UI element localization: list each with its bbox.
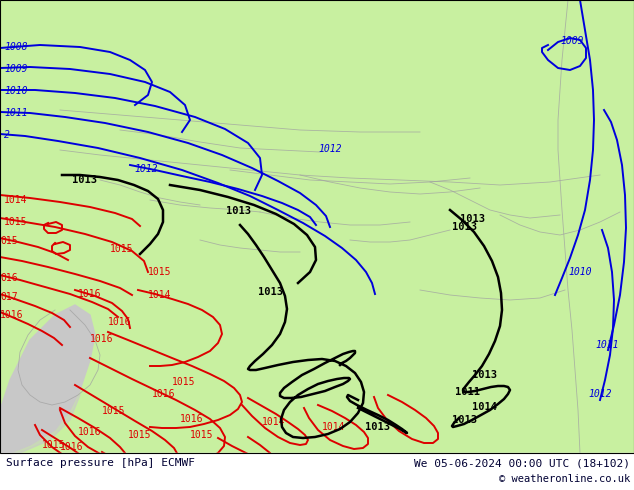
Text: 1013: 1013: [452, 415, 477, 425]
Text: 015: 015: [0, 236, 18, 246]
Polygon shape: [0, 305, 95, 453]
Text: 1014: 1014: [322, 422, 346, 432]
Text: 1015: 1015: [42, 440, 65, 450]
Text: 1016: 1016: [180, 414, 204, 424]
Text: 1009: 1009: [560, 36, 583, 46]
Text: 1016: 1016: [108, 317, 131, 327]
Polygon shape: [0, 375, 80, 453]
Text: 1011: 1011: [4, 108, 27, 118]
Text: 1016: 1016: [0, 310, 23, 320]
Text: 1008: 1008: [4, 42, 27, 52]
Text: 1010: 1010: [4, 86, 27, 96]
Text: 1015: 1015: [110, 244, 134, 254]
Text: 1016: 1016: [78, 427, 101, 437]
Text: 1015: 1015: [172, 377, 195, 387]
Text: 1016: 1016: [78, 289, 101, 299]
Text: 1013: 1013: [365, 422, 390, 432]
Text: 1015: 1015: [148, 267, 172, 277]
Text: We 05-06-2024 00:00 UTC (18+102): We 05-06-2024 00:00 UTC (18+102): [414, 458, 630, 468]
Text: 1015: 1015: [102, 406, 126, 416]
Text: 1009: 1009: [4, 64, 27, 74]
Text: 1013: 1013: [226, 206, 251, 216]
Text: 1014: 1014: [472, 402, 497, 412]
Text: 017: 017: [0, 292, 18, 302]
Text: 1011: 1011: [595, 340, 619, 350]
Text: 1010: 1010: [568, 267, 592, 277]
Text: 1013: 1013: [72, 175, 97, 185]
Text: 1013: 1013: [258, 287, 283, 297]
Bar: [0, 453, 634, 490]
Text: 2: 2: [4, 130, 10, 140]
Text: Surface pressure [hPa] ECMWF: Surface pressure [hPa] ECMWF: [6, 458, 195, 468]
Text: 1012: 1012: [134, 164, 157, 174]
Text: 1015: 1015: [4, 217, 27, 227]
Text: 1014: 1014: [262, 417, 285, 427]
Text: 1013: 1013: [452, 222, 477, 232]
Text: 1011: 1011: [455, 387, 480, 397]
Text: 1016: 1016: [60, 442, 84, 452]
Text: 1014: 1014: [148, 290, 172, 300]
Text: 1015: 1015: [190, 430, 214, 440]
Text: 1015: 1015: [128, 430, 152, 440]
Text: 1014: 1014: [4, 195, 27, 205]
Text: 016: 016: [0, 273, 18, 283]
Text: 1016: 1016: [90, 334, 113, 344]
Text: © weatheronline.co.uk: © weatheronline.co.uk: [499, 474, 630, 484]
Text: 1012: 1012: [588, 389, 612, 399]
Text: 1016: 1016: [152, 389, 176, 399]
Text: 1012: 1012: [318, 144, 342, 154]
Text: 1015): 1015): [235, 452, 264, 462]
Text: 1013: 1013: [472, 370, 497, 380]
Text: 1013: 1013: [460, 214, 485, 224]
